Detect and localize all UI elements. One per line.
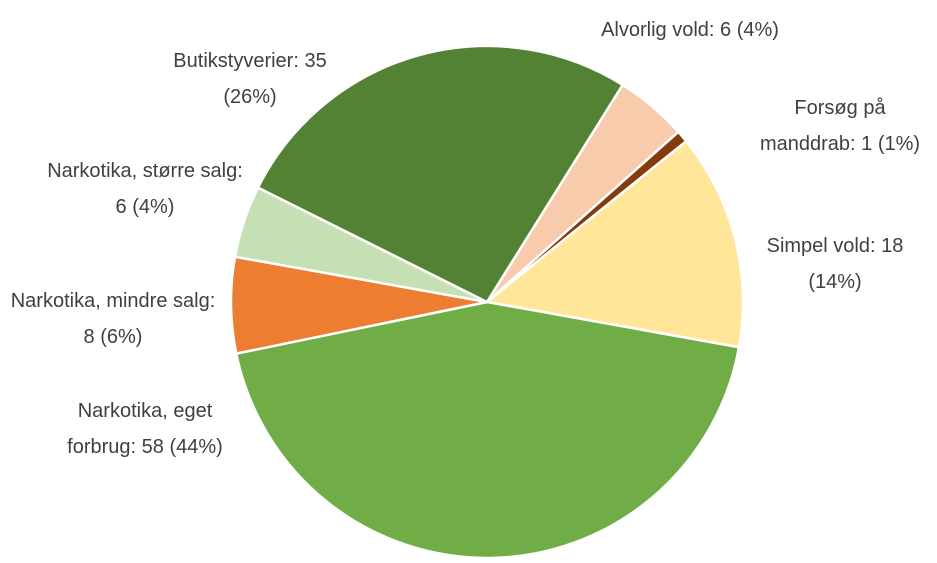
category-name: Forsøg på manddrab xyxy=(759,97,886,155)
data-label: Butikstyverier: 35 (26%) xyxy=(173,50,327,108)
value-label: 6 (4%) xyxy=(115,196,175,218)
category-name: Alvorlig vold xyxy=(601,19,709,41)
value-label: 18 (14%) xyxy=(808,235,904,293)
pie-slice xyxy=(234,300,741,560)
value-label: 8 (6%) xyxy=(83,326,143,348)
category-name: Narkotika, mindre salg xyxy=(10,290,210,312)
pie-slice xyxy=(256,44,625,304)
data-label: Alvorlig vold: 6 (4%) xyxy=(601,19,779,41)
value-label: 1 (1%) xyxy=(861,133,921,155)
data-label: Simpel vold: 18 (14%) xyxy=(766,235,904,293)
category-name: Narkotika, større salg xyxy=(47,160,238,182)
data-label: Forsøg på manddrab: 1 (1%) xyxy=(759,97,921,155)
category-name: Narkotika, eget forbrug xyxy=(67,400,213,458)
value-label: 35 (26%) xyxy=(223,50,327,108)
category-name: Butikstyverier xyxy=(173,50,294,72)
data-label: Narkotika, større salg: 6 (4%) xyxy=(47,160,243,218)
data-label: Narkotika, mindre salg: 8 (6%) xyxy=(10,290,216,348)
category-name: Simpel vold xyxy=(766,235,870,257)
data-label: Narkotika, eget forbrug: 58 (44%) xyxy=(67,400,223,458)
pie-slice xyxy=(484,139,745,349)
value-label: 6 (4%) xyxy=(720,19,779,41)
value-label: 58 (44%) xyxy=(141,436,223,458)
